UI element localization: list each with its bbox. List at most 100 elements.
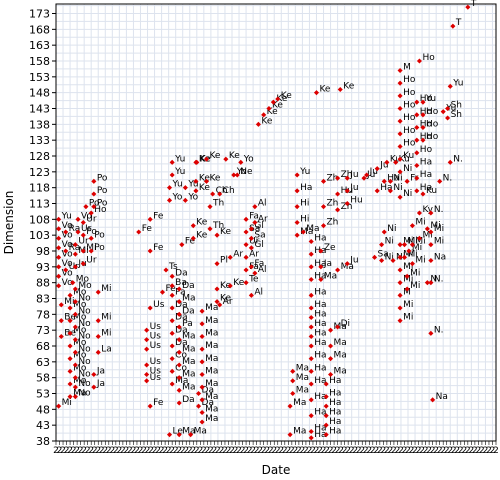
data-point-label: Ha (329, 417, 341, 427)
data-point (56, 216, 62, 222)
data-point (176, 400, 182, 406)
data-point-label: Mo (73, 376, 87, 386)
x-tick-label: 2 (271, 446, 277, 456)
data-point-label: Ma (182, 294, 195, 304)
data-point (144, 346, 150, 352)
data-point-label: Mi (403, 300, 413, 310)
x-tick-label: 2 (201, 446, 207, 456)
data-point-label: Ju (369, 167, 378, 177)
data-point (414, 137, 420, 143)
data-point (238, 159, 244, 165)
data-point (397, 267, 403, 273)
data-point-label: Ke (229, 151, 240, 161)
data-point-label: Al (254, 287, 263, 297)
data-point (344, 261, 350, 267)
data-point (248, 226, 254, 232)
data-point-label: Us (150, 341, 162, 351)
x-tick-label: 2 (219, 446, 225, 456)
data-point-label: Mi (403, 313, 413, 323)
data-point (323, 432, 329, 438)
data-point-label: Ar (223, 297, 233, 307)
data-point (414, 162, 420, 169)
data-point-label: Ho (420, 132, 433, 142)
data-point-label: Ha (314, 272, 326, 282)
data-point (248, 235, 254, 241)
x-tick-label: 2 (95, 446, 101, 456)
data-point-label: No (78, 379, 91, 389)
data-point (56, 226, 62, 232)
x-tick-label: 2 (321, 446, 327, 456)
data-point-label: Sa (378, 249, 389, 259)
data-point-label: Pl (220, 256, 228, 266)
data-point-label: Fa (254, 259, 264, 269)
y-tick-label: 168 (29, 23, 50, 36)
data-point-label: Co (175, 363, 187, 373)
x-tick-label: 2 (215, 446, 221, 456)
data-point-label: Ba (175, 278, 187, 288)
data-point (199, 384, 205, 390)
y-tick-label: 43 (36, 419, 50, 432)
data-point-label: Ha (314, 310, 326, 320)
data-point-label: Hu (350, 196, 362, 206)
data-point-label: Ke (209, 173, 220, 183)
data-point-label: Ke (267, 107, 278, 117)
y-tick-label: 163 (29, 39, 50, 52)
x-tick-label: 2 (426, 446, 432, 456)
y-tick-label: 48 (36, 403, 50, 416)
data-point (176, 311, 182, 317)
x-tick-label: 2 (282, 446, 288, 456)
data-point-label: Sa (254, 230, 265, 240)
x-tick-label: 2 (444, 446, 450, 456)
data-point-label: Ha (314, 287, 326, 297)
data-point-label: Ha (314, 351, 326, 361)
x-tick-label: 2 (247, 446, 253, 456)
data-point (308, 397, 314, 403)
x-tick-label: 2 (472, 446, 478, 456)
data-point (147, 403, 153, 409)
x-tick-label: 2 (324, 446, 330, 456)
data-point-label: Ni (403, 189, 412, 199)
x-tick-label: 2 (338, 446, 344, 456)
data-point-label: Ha (420, 183, 432, 193)
x-tick-label: 2 (180, 446, 186, 456)
data-point (166, 185, 173, 191)
data-point-label: Ma (182, 357, 195, 367)
data-point-label: Ho (403, 139, 416, 149)
data-point (308, 333, 314, 340)
data-point (91, 371, 97, 378)
data-point-label: Yu (299, 167, 310, 177)
data-point-label: Ha (314, 430, 326, 440)
data-point-label: Po (86, 227, 97, 237)
data-point (294, 204, 300, 210)
data-point-label: Sh (451, 101, 462, 111)
data-point-label: Da (182, 306, 194, 316)
data-point (176, 387, 182, 393)
data-point-label: Ur (78, 237, 89, 247)
data-point (169, 343, 175, 349)
data-point (313, 90, 320, 96)
data-point (176, 432, 182, 438)
y-tick-label: 98 (36, 245, 50, 258)
data-point-label: Us (153, 300, 165, 310)
data-point (75, 216, 81, 222)
data-point-label: Mi (415, 256, 425, 266)
data-point-label: Ho (420, 107, 433, 117)
data-point-label: Mi (62, 398, 72, 408)
x-tick-label: 2 (243, 446, 249, 456)
x-tick-label: 2 (405, 446, 411, 456)
data-point (147, 248, 153, 254)
x-tick-label: 2 (412, 446, 418, 456)
x-tick-label: 2 (296, 446, 302, 456)
data-point (144, 327, 150, 333)
data-point-label: Ju (349, 170, 358, 180)
data-point-label: Ma (205, 303, 218, 313)
x-tick-label: 2 (204, 446, 210, 456)
data-point-label: Yo (243, 154, 254, 164)
x-axis: 2222222222222222222222222222222222222222… (53, 441, 499, 456)
data-point-label: No (78, 319, 91, 329)
y-tick-label: 128 (29, 150, 50, 163)
data-point-label: N. (434, 325, 444, 335)
data-point (323, 394, 329, 400)
data-point-label: Mi (403, 237, 413, 247)
data-point-label: Us (150, 357, 162, 367)
